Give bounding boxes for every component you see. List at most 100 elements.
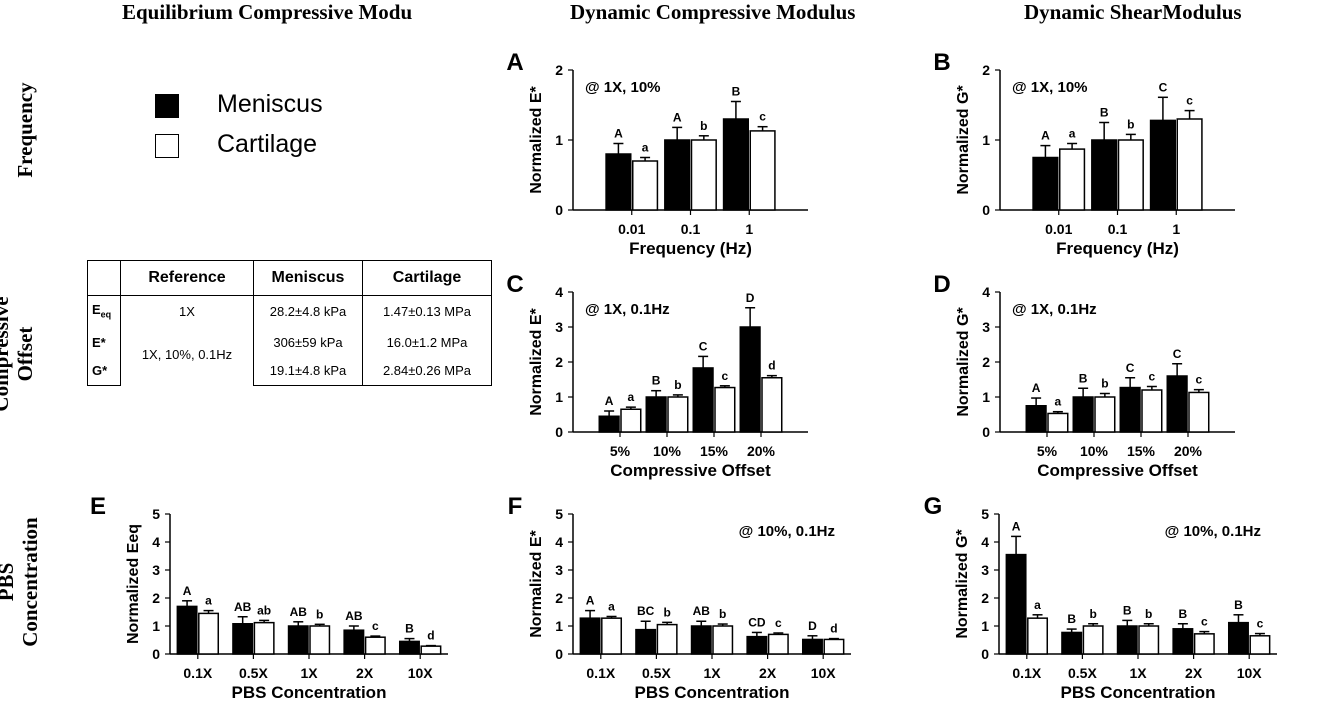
- y-tick-label: 0: [152, 646, 160, 662]
- significance-letter: B: [652, 374, 661, 388]
- x-tick-label: 15%: [700, 443, 729, 459]
- bar-cartilage: [714, 386, 736, 433]
- reference-table: Reference Meniscus Cartilage Eeq 1X 28.2…: [87, 260, 492, 386]
- legend-label-cartilage: Cartilage: [217, 130, 318, 158]
- significance-letter: AB: [234, 600, 252, 614]
- y-tick-label: 1: [555, 618, 563, 634]
- reference-value-eeq: 1X: [120, 295, 254, 329]
- y-tick-label: 4: [555, 284, 563, 300]
- significance-letter: C: [699, 339, 708, 353]
- significance-letter: c: [722, 369, 729, 383]
- bar-meniscus: [598, 415, 620, 433]
- reference-table-header-cartilage: Cartilage: [362, 260, 492, 296]
- bar-meniscus: [579, 617, 601, 655]
- condition-label: @ 1X, 10%: [585, 79, 661, 96]
- y-tick-label: 2: [555, 590, 563, 606]
- y-tick-label: 1: [982, 132, 990, 148]
- x-tick-label: 0.1X: [586, 665, 615, 681]
- chart-panel-g: 0 1 2 3 4 5 @ 10%, 0.1Hz 0.1X Aa 0.5X B b 1X B b 2X Bc 10…: [924, 493, 1277, 702]
- plot-area: 0 1 2 @ 1X, 10% 0.01 A a 0.1 Bb 1 Cc: [982, 62, 1235, 237]
- y-tick-label: 0: [555, 424, 563, 440]
- row-label-eeq-main: E: [92, 302, 101, 317]
- bar-meniscus: [1032, 156, 1059, 211]
- panel-letter: G: [924, 493, 943, 520]
- x-tick-label: 5%: [1037, 443, 1058, 459]
- row-header-offset-line1: Compressive: [0, 296, 13, 412]
- bar-cartilage: [1059, 148, 1086, 211]
- y-axis-label: Normalized E*: [528, 529, 545, 637]
- condition-label: @ 1X, 0.1Hz: [585, 301, 670, 318]
- bar-meniscus: [739, 326, 761, 433]
- x-tick-label: 10X: [811, 665, 837, 681]
- y-tick-label: 2: [555, 354, 563, 370]
- plot-area: 0 1 2 3 4 @ 1X, 0.1Hz 5% Aa 10% B b 15% Cc 20% Cc: [982, 284, 1235, 459]
- y-tick-label: 1: [555, 389, 563, 405]
- bar-cartilage: [1082, 625, 1104, 655]
- x-tick-label: 1X: [703, 665, 721, 681]
- bar-cartilage: [1138, 625, 1160, 655]
- y-tick-label: 3: [981, 562, 989, 578]
- chart-panel-d: 0 1 2 3 4 @ 1X, 0.1Hz 5% Aa 10% B b 15% Cc 20% Cc D Norm…: [933, 271, 1235, 480]
- panel-letter: E: [90, 493, 106, 520]
- bar-cartilage: [1249, 635, 1271, 655]
- x-tick-label: 2X: [1185, 665, 1203, 681]
- y-tick-label: 0: [555, 202, 563, 218]
- row-header-offset-line2: Offset: [13, 326, 37, 382]
- significance-letter: D: [808, 619, 817, 633]
- row-label-eeq: Eeq: [87, 295, 121, 329]
- legend-swatch-meniscus: [155, 94, 179, 118]
- significance-letter: AB: [693, 604, 711, 618]
- row-label-gstar: G*: [87, 356, 121, 386]
- significance-letter: D: [746, 291, 755, 305]
- significance-letter: A: [673, 110, 682, 124]
- bar-meniscus: [801, 638, 823, 655]
- bar-meniscus: [1061, 631, 1083, 655]
- significance-letter: C: [1173, 347, 1182, 361]
- y-tick-label: 2: [982, 354, 990, 370]
- chart-panel-f: 0 1 2 3 4 5 @ 10%, 0.1Hz 0.1X A a 0.5X BC b 1X AB b 2X CD…: [508, 493, 851, 702]
- x-tick-label: 15%: [1127, 443, 1156, 459]
- y-tick-label: 0: [982, 202, 990, 218]
- bar-meniscus: [1119, 386, 1141, 433]
- bar-cartilage: [1027, 617, 1049, 655]
- significance-letter: a: [1069, 127, 1076, 141]
- bar-cartilage: [1094, 396, 1116, 433]
- row-header-frequency: Frequency: [13, 60, 37, 200]
- bar-meniscus: [1072, 396, 1094, 433]
- significance-letter: c: [775, 616, 782, 630]
- x-tick-label: 10X: [408, 665, 434, 681]
- bar-cartilage: [309, 625, 331, 655]
- significance-letter: B: [732, 85, 741, 99]
- significance-letter: B: [1067, 612, 1076, 626]
- reference-table-row: Eeq 1X 28.2±4.8 kPa 1.47±0.13 MPa: [87, 295, 492, 329]
- significance-letter: b: [663, 605, 670, 619]
- reference-table-corner: [87, 260, 121, 296]
- significance-letter: B: [1079, 371, 1088, 385]
- cartilage-value-eeq: 1.47±0.13 MPa: [362, 295, 492, 329]
- y-axis-label: Normalized G*: [955, 85, 972, 195]
- bar-meniscus: [1116, 625, 1138, 655]
- x-tick-label: 5%: [610, 443, 631, 459]
- x-axis-label: Frequency (Hz): [1056, 239, 1179, 258]
- significance-letter: a: [642, 141, 649, 155]
- plot-area: 0 1 2 3 4 @ 1X, 0.1Hz 5% A a 10% B b 15% Cc 20% Dd: [555, 284, 808, 459]
- bar-cartilage: [1047, 412, 1069, 433]
- condition-label: @ 1X, 10%: [1012, 79, 1088, 96]
- x-tick-label: 10%: [1080, 443, 1109, 459]
- y-tick-label: 0: [981, 646, 989, 662]
- column-header-equilibrium: Equilibrium Compressive Modu: [122, 0, 413, 24]
- significance-letter: c: [1196, 373, 1203, 387]
- significance-letter: B: [1234, 598, 1243, 612]
- chart-panel-e: 0 1 2 3 4 5 0.1X Aa 0.5X AB ab 1X AB b 2X AB c 10X B d E Norm…: [90, 493, 448, 702]
- y-tick-label: 2: [982, 62, 990, 78]
- plot-area: 0 1 2 3 4 5 @ 10%, 0.1Hz 0.1X A a 0.5X BC b 1X AB b 2X CD…: [555, 506, 851, 681]
- bar-meniscus: [690, 625, 712, 655]
- significance-letter: d: [830, 622, 837, 636]
- bar-cartilage: [823, 638, 845, 655]
- significance-letter: c: [1149, 370, 1156, 384]
- bar-cartilage: [761, 377, 783, 433]
- reference-table-row: E* 1X, 10%, 0.1Hz 306±59 kPa 16.0±1.2 MP…: [87, 328, 492, 386]
- significance-letter: c: [1186, 94, 1193, 108]
- reference-table-header-meniscus: Meniscus: [253, 260, 363, 296]
- significance-letter: c: [372, 619, 379, 633]
